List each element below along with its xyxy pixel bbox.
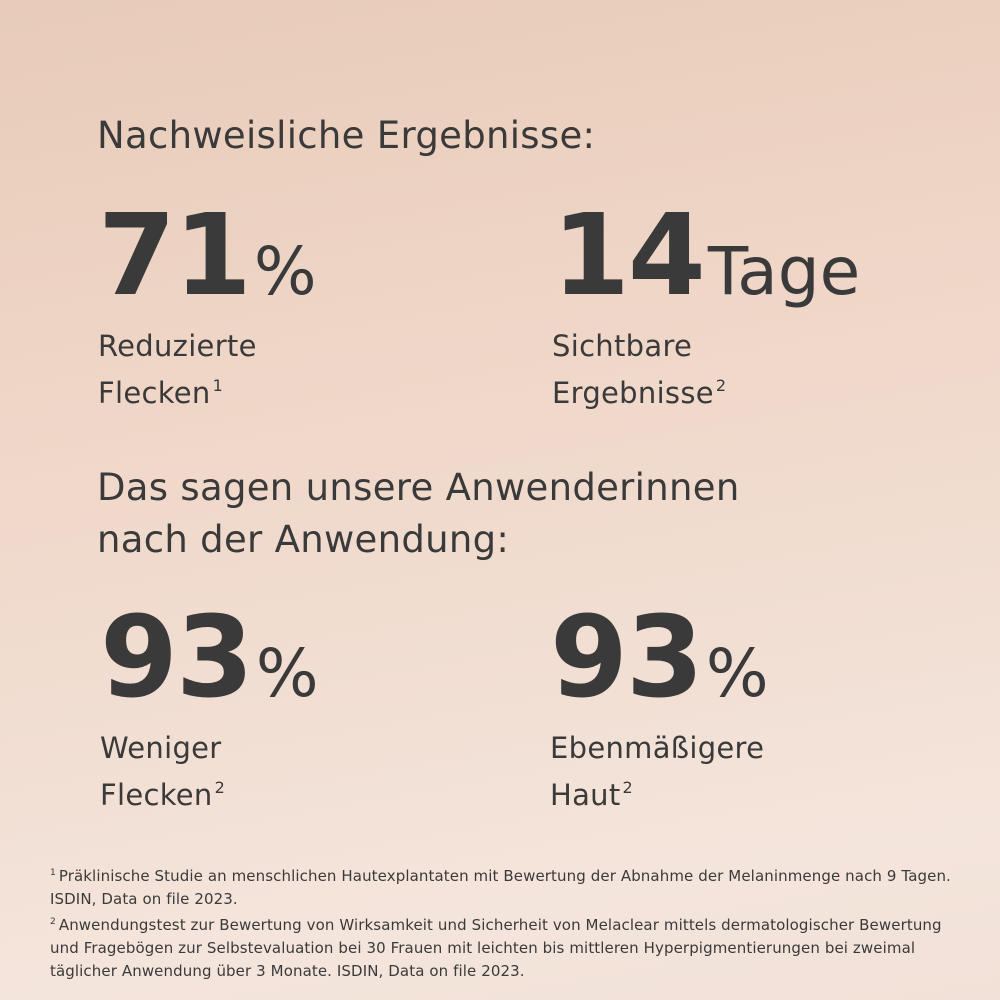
stat-figure: 71% [98, 200, 317, 312]
label-line: Flecken 2 [100, 768, 319, 815]
stat-label: Sichtbare Ergebnisse 2 [552, 326, 860, 413]
stat-unit: Tage [707, 233, 861, 310]
stat-unit: % [705, 635, 769, 712]
stat-unit: % [253, 233, 317, 310]
footnote-marker: 1 [50, 868, 56, 878]
stat-value: 14 [552, 191, 706, 321]
stat: 93% Weniger Flecken 2 [100, 602, 319, 815]
footnote-ref: 2 [214, 778, 226, 797]
footnote-ref: 2 [622, 778, 634, 797]
label-line: Weniger [100, 731, 222, 765]
label-line: Sichtbare [552, 329, 693, 363]
footnote-text: Präklinische Studie an menschlichen Haut… [50, 867, 951, 908]
label-line: Reduzierte [98, 329, 257, 363]
label-text: Flecken [98, 376, 211, 410]
heading-line: nach der Anwendung: [97, 518, 510, 561]
label-text: Haut [550, 778, 621, 812]
stat-figure: 14Tage [552, 200, 860, 312]
stat-label: Weniger Flecken 2 [100, 728, 319, 815]
stat-figure: 93% [100, 602, 319, 714]
stat-value: 71 [98, 191, 252, 321]
footnote-ref: 1 [212, 376, 224, 395]
footnote-marker: 2 [50, 917, 56, 927]
footnotes: 1 Präklinische Studie an menschlichen Hau… [50, 862, 955, 983]
stat: 14Tage Sichtbare Ergebnisse 2 [552, 200, 860, 413]
heading: Nachweisliche Ergebnisse: [97, 114, 596, 157]
stat: 93% Ebenmäßigere Haut 2 [550, 602, 769, 815]
label-line: Ergebnisse 2 [552, 366, 860, 413]
heading: Das sagen unsere Anwenderinnen nach der … [97, 462, 740, 566]
label-line: Flecken 1 [98, 366, 317, 413]
stat-label: Reduzierte Flecken 1 [98, 326, 317, 413]
footnote-ref: 2 [715, 376, 727, 395]
stat-figure: 93% [550, 602, 769, 714]
stat-value: 93 [550, 593, 704, 723]
heading-line: Das sagen unsere Anwenderinnen [97, 466, 740, 509]
stat-label: Ebenmäßigere Haut 2 [550, 728, 769, 815]
label-text: Flecken [100, 778, 213, 812]
label-line: Haut 2 [550, 768, 769, 815]
label-line: Ebenmäßigere [550, 731, 765, 765]
stat-value: 93 [100, 593, 254, 723]
stat: 71% Reduzierte Flecken 1 [98, 200, 317, 413]
stat-unit: % [255, 635, 319, 712]
footnote: 2 Anwendungstest zur Bewertung von Wirksa… [50, 911, 955, 983]
label-text: Ergebnisse [552, 376, 714, 410]
footnote-text: Anwendungstest zur Bewertung von Wirksam… [50, 916, 942, 980]
footnote: 1 Präklinische Studie an menschlichen Hau… [50, 862, 955, 911]
